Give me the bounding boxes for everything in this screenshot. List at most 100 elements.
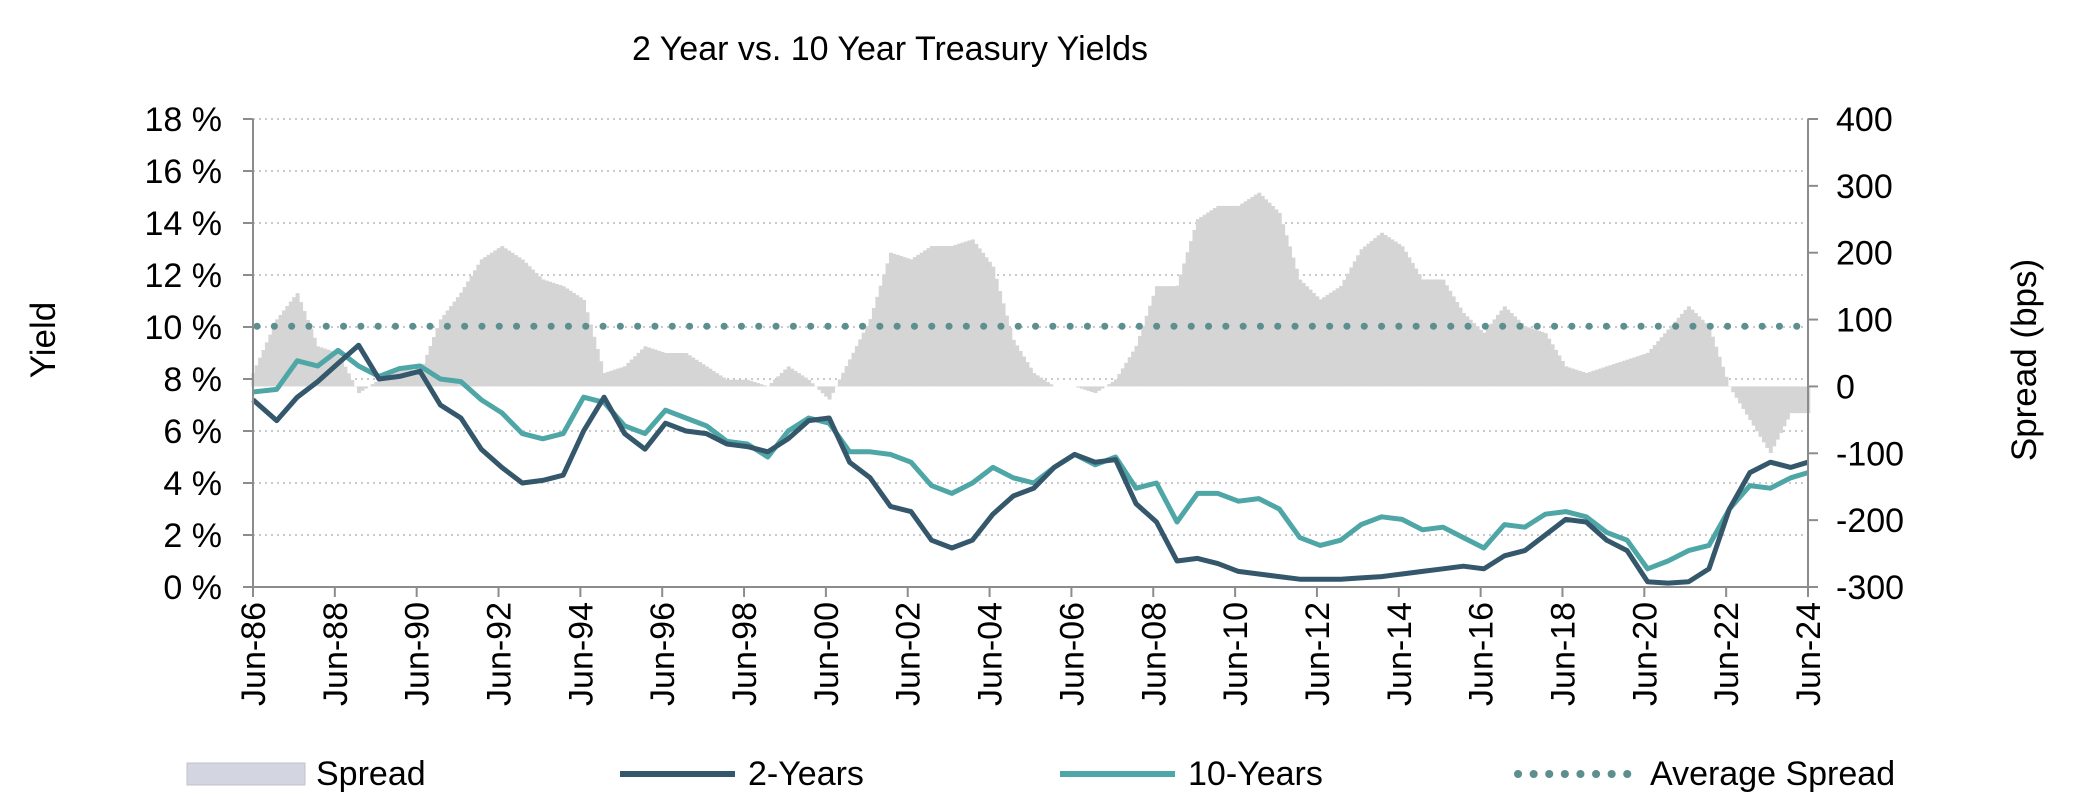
spread-bar-426 bbox=[1703, 323, 1709, 387]
spread-bar-373 bbox=[1523, 326, 1528, 387]
x-tick-label-9: Jun-04 bbox=[972, 602, 1010, 706]
spread-bar-140 bbox=[728, 379, 733, 387]
spread-bar-334 bbox=[1390, 239, 1395, 387]
spread-bar-406 bbox=[1635, 356, 1640, 387]
spread-bar-105 bbox=[609, 370, 614, 387]
spread-bar-255 bbox=[1120, 368, 1125, 387]
spread-bar-380 bbox=[1547, 338, 1552, 387]
spread-bar-280 bbox=[1206, 212, 1211, 387]
spread-bar-162 bbox=[803, 377, 808, 387]
spread-bar-228 bbox=[1028, 367, 1033, 387]
y2-tick-label-2: 200 bbox=[1836, 235, 1893, 273]
spread-bar-134 bbox=[708, 368, 713, 387]
spread-bar-369 bbox=[1509, 313, 1514, 387]
spread-bar-177 bbox=[854, 346, 859, 387]
x-tick-label-8: Jun-02 bbox=[890, 602, 928, 706]
spread-bar-260 bbox=[1137, 335, 1142, 387]
spread-bar-95 bbox=[575, 295, 580, 387]
spread-bar-242 bbox=[1076, 386, 1081, 388]
spread-bar-224 bbox=[1015, 345, 1020, 387]
spread-bar-204 bbox=[946, 246, 951, 387]
spread-bar-194 bbox=[912, 257, 917, 387]
spread-bar-79 bbox=[520, 259, 525, 387]
spread-bar-358 bbox=[1472, 323, 1477, 387]
spread-bar-175 bbox=[848, 359, 853, 387]
spread-bar-226 bbox=[1021, 356, 1026, 387]
spread-bar-124 bbox=[674, 353, 679, 387]
spread-bar-451 bbox=[1789, 386, 1794, 414]
spread-bar-273 bbox=[1182, 263, 1187, 387]
spread-bar-72 bbox=[496, 248, 501, 387]
spread-bar-355 bbox=[1461, 313, 1466, 387]
spread-bar-145 bbox=[745, 379, 750, 387]
spread-bar-102 bbox=[599, 361, 604, 387]
spread-bar-62 bbox=[462, 287, 467, 387]
spread-bar-9 bbox=[281, 310, 286, 387]
spread-bar-368 bbox=[1506, 309, 1511, 387]
y2-tick-label-4: 0 bbox=[1836, 368, 1855, 406]
spread-bar-80 bbox=[524, 262, 529, 387]
spread-bar-251 bbox=[1107, 384, 1112, 387]
spread-bar-196 bbox=[919, 252, 924, 387]
spread-bar-346 bbox=[1431, 279, 1436, 387]
spread-bar-339 bbox=[1407, 257, 1412, 387]
spread-bar-453 bbox=[1796, 386, 1801, 414]
spread-bar-219 bbox=[998, 291, 1003, 387]
spread-bar-152 bbox=[769, 382, 774, 387]
spread-bar-421 bbox=[1686, 306, 1691, 387]
spread-bar-454 bbox=[1799, 386, 1804, 414]
spread-bar-374 bbox=[1526, 327, 1531, 387]
spread-bar-442 bbox=[1758, 386, 1763, 437]
spread-bar-149 bbox=[759, 384, 764, 387]
spread-bar-262 bbox=[1144, 315, 1149, 387]
spread-bar-71 bbox=[493, 250, 498, 387]
spread-bar-449 bbox=[1782, 386, 1787, 427]
spread-bar-220 bbox=[1001, 303, 1006, 387]
spread-bar-230 bbox=[1035, 375, 1040, 387]
spread-bar-209 bbox=[964, 241, 969, 387]
y-tick-label-7: 14 % bbox=[145, 205, 223, 243]
spread-bar-5 bbox=[268, 334, 273, 387]
spread-bar-85 bbox=[541, 279, 546, 387]
spread-bar-31 bbox=[357, 386, 362, 394]
spread-bar-222 bbox=[1008, 327, 1013, 387]
spread-bar-12 bbox=[292, 297, 297, 387]
spread-bar-211 bbox=[970, 239, 975, 387]
spread-bar-214 bbox=[981, 252, 986, 387]
spread-bar-117 bbox=[650, 348, 655, 387]
spread-bar-302 bbox=[1281, 224, 1286, 387]
spread-bar-218 bbox=[994, 278, 999, 387]
spread-bar-340 bbox=[1410, 262, 1415, 387]
spread-bar-360 bbox=[1478, 329, 1483, 387]
spread-bar-233 bbox=[1045, 382, 1050, 387]
spread-bar-311 bbox=[1311, 292, 1316, 387]
spread-bar-108 bbox=[619, 367, 624, 387]
spread-bar-400 bbox=[1615, 362, 1620, 387]
spread-bar-61 bbox=[459, 292, 464, 387]
spread-bar-144 bbox=[742, 379, 747, 387]
spread-bar-292 bbox=[1247, 199, 1252, 387]
spread-bar-379 bbox=[1543, 333, 1548, 387]
spread-bar-69 bbox=[486, 254, 491, 387]
spread-bar-443 bbox=[1761, 386, 1766, 443]
spread-bar-284 bbox=[1219, 205, 1224, 387]
spread-bar-382 bbox=[1553, 349, 1558, 387]
legend-label-spread: Spread bbox=[316, 755, 426, 793]
spread-bar-190 bbox=[899, 256, 904, 387]
spread-bar-254 bbox=[1117, 373, 1122, 387]
spread-bar-173 bbox=[841, 372, 846, 387]
spread-bar-394 bbox=[1594, 369, 1599, 387]
spread-bar-131 bbox=[698, 362, 703, 387]
spread-bar-191 bbox=[902, 257, 907, 387]
spread-bar-256 bbox=[1124, 362, 1129, 387]
spread-bar-86 bbox=[544, 280, 549, 387]
spread-bar-10 bbox=[285, 306, 290, 387]
spread-bar-430 bbox=[1717, 356, 1722, 387]
x-tick-label-7: Jun-00 bbox=[808, 602, 846, 706]
spread-bar-322 bbox=[1349, 267, 1354, 387]
spread-bar-283 bbox=[1216, 205, 1221, 387]
spread-bar-130 bbox=[694, 359, 699, 387]
spread-bar-147 bbox=[752, 382, 757, 387]
spread-bar-371 bbox=[1516, 319, 1521, 387]
spread-bar-73 bbox=[500, 246, 505, 387]
